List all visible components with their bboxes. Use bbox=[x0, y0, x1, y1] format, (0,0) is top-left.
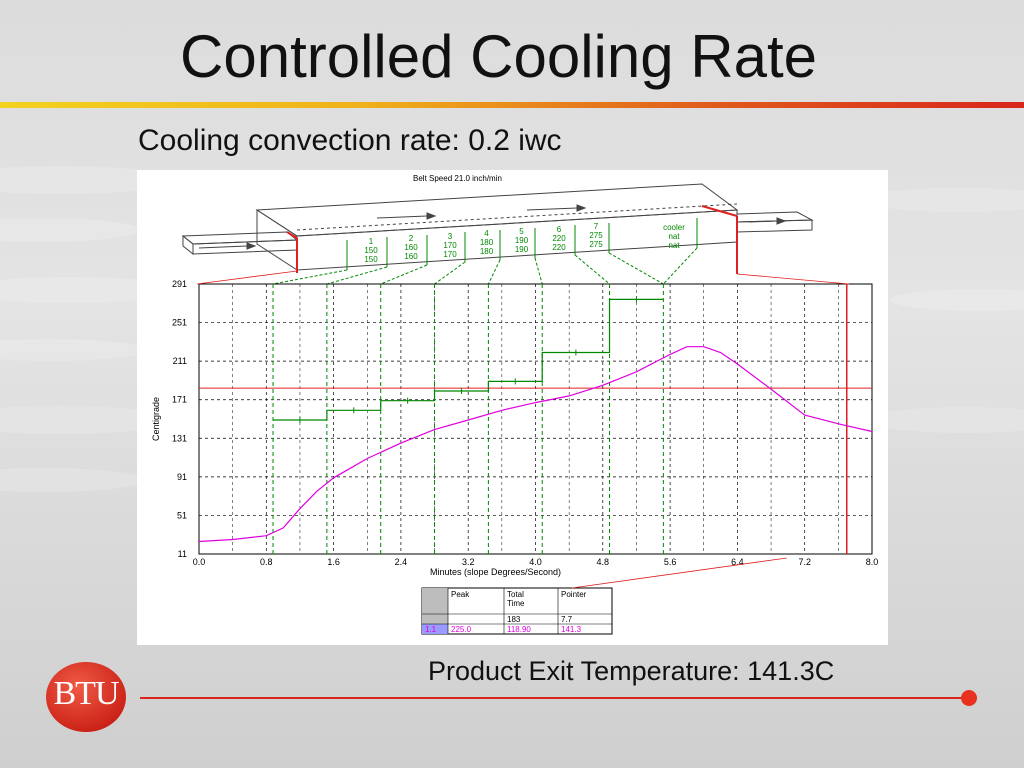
x-tick-label: 0.8 bbox=[260, 557, 273, 567]
zone-setpoint-bottom: 160 bbox=[404, 252, 418, 261]
x-tick-label: 0.0 bbox=[193, 557, 206, 567]
y-tick-label: 91 bbox=[177, 472, 187, 482]
table-connector bbox=[571, 557, 787, 589]
table-index-cell bbox=[422, 588, 448, 624]
table-cell: 183 bbox=[507, 615, 521, 624]
zone-setpoint-bottom: 150 bbox=[364, 255, 378, 264]
zone-label: 6 bbox=[557, 225, 562, 234]
zone-drop-line bbox=[487, 259, 501, 285]
x-tick-label: 1.6 bbox=[327, 557, 340, 567]
profile-chart: Belt Speed 21.0 inch/min 115015021601603… bbox=[151, 174, 879, 635]
y-tick-label: 171 bbox=[172, 395, 187, 405]
title-divider bbox=[0, 102, 1024, 108]
zone-setpoint-top: nat bbox=[668, 232, 680, 241]
x-tick-label: 7.2 bbox=[798, 557, 811, 567]
zone-setpoint-top: 220 bbox=[552, 234, 566, 243]
table-header-cell: Time bbox=[507, 599, 525, 608]
zone-setpoint-bottom: nat bbox=[668, 241, 680, 250]
y-tick-label: 291 bbox=[172, 279, 187, 289]
zone-label: cooler bbox=[663, 223, 685, 232]
zone-setpoint-bottom: 220 bbox=[552, 243, 566, 252]
y-tick-label: 51 bbox=[177, 510, 187, 520]
x-tick-label: 5.6 bbox=[664, 557, 677, 567]
y-tick-label: 131 bbox=[172, 433, 187, 443]
zone-label: 5 bbox=[519, 227, 524, 236]
zone-drop-line bbox=[272, 269, 348, 285]
y-axis-label: Centigrade bbox=[151, 397, 161, 441]
zone-separators bbox=[272, 218, 698, 285]
plot-area: 0.0 0.8 1.6 2.4 3.2 4.0 4.8 5.6 6.4 7.2 8.0 291 251 2… bbox=[151, 270, 879, 577]
furnace-boundaries bbox=[286, 205, 738, 274]
belt-speed-label: Belt Speed 21.0 inch/min bbox=[413, 174, 502, 183]
table-header-cell: Pointer bbox=[561, 590, 587, 599]
zone-label: 2 bbox=[409, 234, 414, 243]
zone-drop-line bbox=[663, 247, 698, 285]
zone-drop-line bbox=[534, 257, 543, 285]
table-header-cell: Total bbox=[507, 590, 524, 599]
zone-labels: 1150150216016031701704180180519019062202… bbox=[364, 222, 685, 264]
x-tick-label: 4.0 bbox=[529, 557, 542, 567]
table-header-cell: Peak bbox=[451, 590, 470, 599]
page-title: Controlled Cooling Rate bbox=[180, 23, 818, 90]
table-index-cell bbox=[422, 624, 448, 634]
zone-drop-line bbox=[608, 252, 664, 285]
profile-series-line bbox=[198, 346, 873, 543]
setpoint-series-line bbox=[273, 298, 664, 421]
x-tick-label: 6.4 bbox=[731, 557, 744, 567]
zone-setpoint-top: 170 bbox=[443, 241, 457, 250]
zone-setpoint-top: 150 bbox=[364, 246, 378, 255]
btu-logo bbox=[46, 662, 126, 732]
footer-caption: Product Exit Temperature: 141.3C bbox=[428, 656, 835, 686]
zone-drop-line bbox=[434, 261, 466, 285]
zone-label: 4 bbox=[484, 229, 489, 238]
zone-setpoint-bottom: 275 bbox=[589, 240, 603, 249]
zone-setpoint-top: 160 bbox=[404, 243, 418, 252]
chart-panel: Belt Speed 21.0 inch/min 1 150 150 2 160 160 3… bbox=[137, 170, 888, 645]
table-cell: 141.3 bbox=[561, 625, 582, 634]
subtitle: Cooling convection rate: 0.2 iwc bbox=[138, 124, 562, 157]
y-tick-label: 251 bbox=[172, 318, 187, 328]
zone-setpoint-bottom: 190 bbox=[515, 245, 529, 254]
zone-label: 7 bbox=[594, 222, 599, 231]
zone-drop-line bbox=[574, 254, 610, 285]
x-tick-label: 2.4 bbox=[395, 557, 408, 567]
zone-setpoint-top: 275 bbox=[589, 231, 603, 240]
furnace-diagram bbox=[181, 183, 814, 271]
zone-setpoint-top: 180 bbox=[480, 238, 494, 247]
zone-setpoint-bottom: 170 bbox=[443, 250, 457, 259]
zone-drop-line bbox=[380, 264, 428, 285]
table-cell: 1.1 bbox=[425, 625, 437, 634]
table-cell: 7.7 bbox=[561, 615, 573, 624]
x-axis-label: Minutes (slope Degrees/Second) bbox=[430, 567, 561, 577]
y-tick-label: 11 bbox=[178, 549, 187, 559]
y-tick-label: 211 bbox=[173, 356, 187, 366]
furnace-connector bbox=[736, 273, 850, 285]
footer-divider bbox=[140, 690, 977, 706]
x-tick-label: 3.2 bbox=[462, 557, 475, 567]
table-cell: 225.0 bbox=[451, 625, 472, 634]
x-tick-label: 8.0 bbox=[866, 557, 879, 567]
table-cell: 118.90 bbox=[507, 625, 531, 634]
zone-label: 3 bbox=[448, 232, 453, 241]
x-tick-label: 4.8 bbox=[597, 557, 610, 567]
zone-drop-line bbox=[326, 266, 388, 285]
zone-label: 1 bbox=[369, 237, 374, 246]
zone-setpoint-bottom: 180 bbox=[480, 247, 494, 256]
zone-setpoint-top: 190 bbox=[515, 236, 529, 245]
furnace-connector bbox=[196, 270, 298, 285]
table-frame bbox=[421, 587, 613, 635]
logo-text: BTU bbox=[53, 675, 120, 712]
